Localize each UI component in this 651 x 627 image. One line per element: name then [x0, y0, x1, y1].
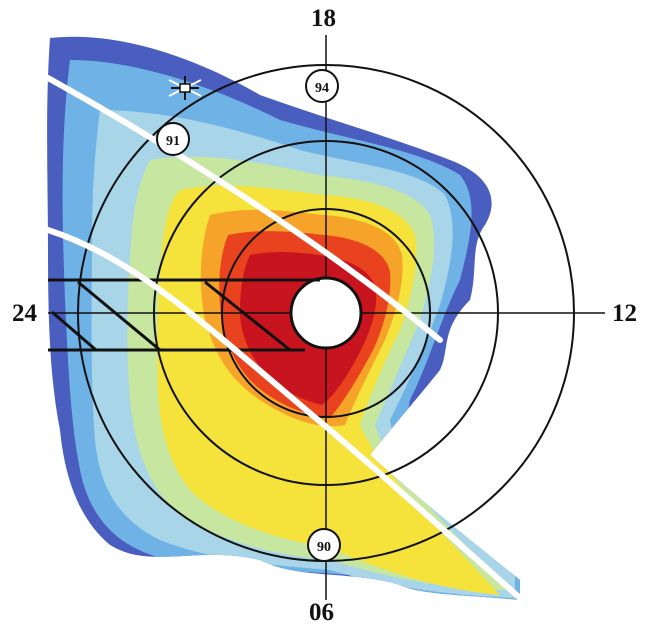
- label-right: 12: [612, 300, 637, 327]
- label-top: 18: [311, 5, 336, 32]
- hatch-1: [51, 310, 97, 352]
- marker-91: 91: [156, 122, 190, 156]
- satellite-icon: [168, 76, 202, 100]
- ring-1: [289, 276, 363, 350]
- hatch-3: [204, 280, 291, 352]
- label-bottom: 06: [309, 599, 334, 626]
- tracks: [45, 75, 523, 601]
- label-left: 24: [12, 300, 37, 327]
- hatch-2: [77, 280, 161, 352]
- marker-90: 90: [307, 528, 341, 562]
- marker-90-label: 90: [317, 540, 331, 555]
- marker-91-label: 91: [166, 134, 180, 149]
- marker-94-label: 94: [315, 81, 329, 96]
- track-upper: [45, 75, 443, 343]
- track-lower: [45, 227, 523, 601]
- axes: [48, 35, 605, 600]
- marker-94: 94: [305, 69, 339, 103]
- hatched-band: [48, 278, 320, 352]
